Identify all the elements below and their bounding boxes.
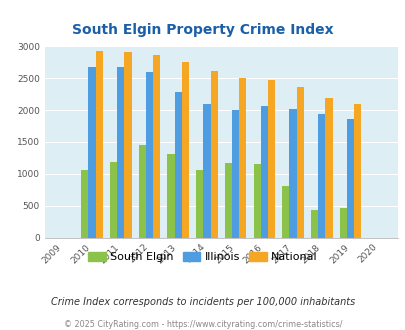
Bar <box>253 164 260 238</box>
Bar <box>110 162 117 238</box>
Bar <box>310 210 318 238</box>
Bar <box>96 51 102 238</box>
Bar <box>88 67 96 238</box>
Bar <box>324 98 332 238</box>
Text: Crime Index corresponds to incidents per 100,000 inhabitants: Crime Index corresponds to incidents per… <box>51 297 354 307</box>
Bar <box>203 104 210 238</box>
Bar <box>239 78 246 238</box>
Bar <box>117 67 124 238</box>
Bar <box>145 72 153 238</box>
Bar <box>339 208 346 238</box>
Text: South Elgin Property Crime Index: South Elgin Property Crime Index <box>72 23 333 37</box>
Bar <box>296 87 303 238</box>
Bar <box>139 145 145 238</box>
Bar <box>224 163 232 238</box>
Bar <box>289 109 296 238</box>
Bar <box>353 104 360 238</box>
Legend: South Elgin, Illinois, National: South Elgin, Illinois, National <box>83 248 322 267</box>
Bar <box>174 92 181 238</box>
Bar <box>81 170 88 238</box>
Bar <box>318 114 324 238</box>
Bar <box>196 170 203 238</box>
Bar <box>267 80 275 238</box>
Bar <box>124 52 131 238</box>
Bar <box>260 107 267 238</box>
Bar <box>281 185 289 238</box>
Bar <box>210 71 217 238</box>
Bar <box>153 55 160 238</box>
Bar <box>167 154 174 238</box>
Bar <box>232 110 239 238</box>
Bar <box>346 119 353 238</box>
Bar <box>181 62 188 238</box>
Text: © 2025 CityRating.com - https://www.cityrating.com/crime-statistics/: © 2025 CityRating.com - https://www.city… <box>64 319 341 329</box>
